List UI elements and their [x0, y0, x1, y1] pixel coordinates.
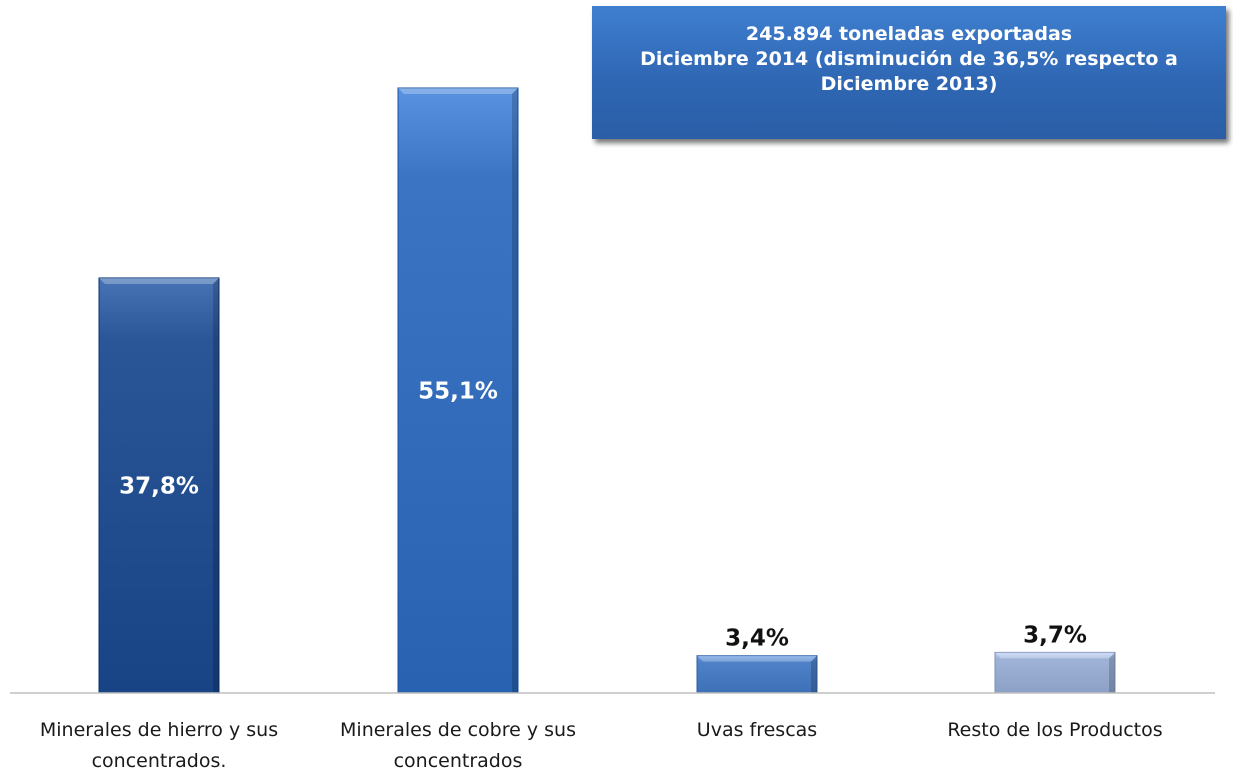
summary-line-2: Diciembre 2014 (disminución de 36,5% res… — [640, 48, 1178, 70]
category-label-0-line-1: concentrados. — [92, 750, 227, 772]
bar-side-shade — [213, 277, 219, 693]
bar-side-shade — [1109, 652, 1115, 693]
bar-bevel — [398, 88, 518, 94]
bar-bevel — [995, 652, 1115, 659]
bar-3 — [994, 651, 1116, 694]
bar-1 — [397, 87, 519, 694]
bar-2 — [696, 655, 818, 694]
data-label-2: 3,4% — [725, 626, 789, 652]
bar-bevel — [697, 655, 817, 662]
summary-line-3: Diciembre 2013) — [820, 73, 998, 95]
bar-0 — [98, 277, 220, 694]
export-summary-box: 245.894 toneladas exportadas Diciembre 2… — [592, 6, 1226, 139]
data-label-3: 3,7% — [1023, 622, 1087, 648]
bar-side-shade — [811, 655, 817, 693]
bar-bevel — [99, 277, 219, 284]
category-label-1-line-0: Minerales de cobre y sus — [340, 719, 576, 741]
category-label-2-line-0: Uvas frescas — [697, 719, 817, 741]
category-label-3-line-0: Resto de los Productos — [947, 719, 1162, 741]
data-label-0: 37,8% — [119, 473, 199, 499]
data-label-1: 55,1% — [418, 379, 498, 405]
bar-side-shade — [512, 88, 518, 693]
category-label-1-line-1: concentrados — [394, 750, 523, 772]
summary-line-1: 245.894 toneladas exportadas — [745, 23, 1073, 45]
category-label-0-line-0: Minerales de hierro y sus — [40, 719, 278, 741]
